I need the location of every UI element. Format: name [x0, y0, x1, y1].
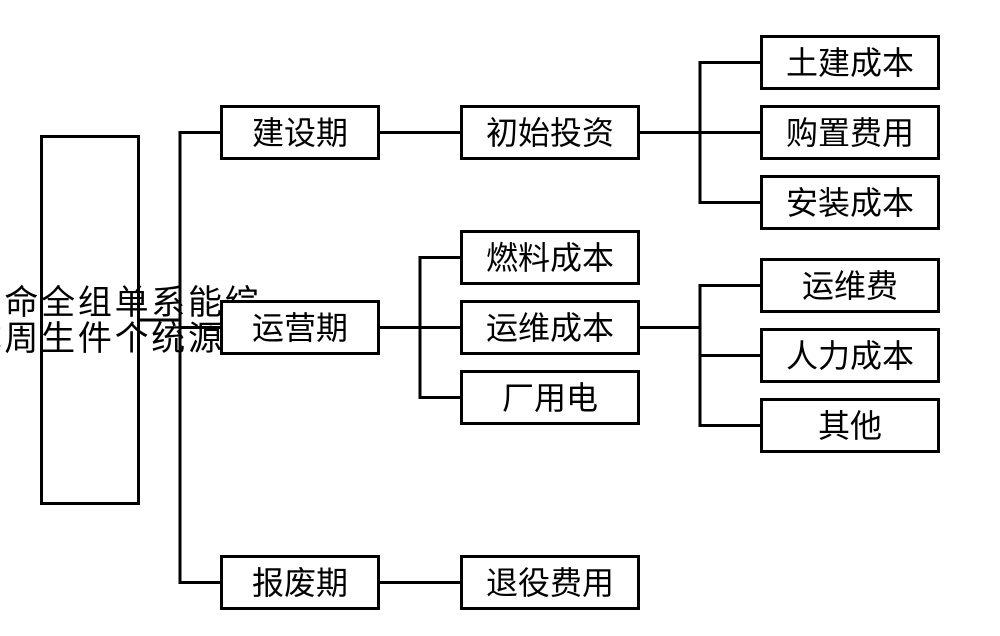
node-p3: 报废期	[220, 555, 380, 610]
node-c1: 初始投资	[460, 105, 640, 160]
node-c4: 厂用电	[460, 370, 640, 425]
node-c3: 运维成本	[460, 300, 640, 355]
node-l5: 人力成本	[760, 328, 940, 383]
node-root: 综合能源系统单个组件全生命周期成本	[40, 135, 140, 505]
node-c5: 退役费用	[460, 555, 640, 610]
node-p2: 运营期	[220, 300, 380, 355]
node-l1: 土建成本	[760, 35, 940, 90]
node-l4: 运维费	[760, 258, 940, 313]
node-p1: 建设期	[220, 105, 380, 160]
diagram-canvas: 综合能源系统单个组件全生命周期成本 建设期运营期报废期 初始投资燃料成本运维成本厂用…	[0, 0, 1000, 636]
node-l6: 其他	[760, 398, 940, 453]
node-l2: 购置费用	[760, 105, 940, 160]
node-c2: 燃料成本	[460, 230, 640, 285]
node-l3: 安装成本	[760, 175, 940, 230]
